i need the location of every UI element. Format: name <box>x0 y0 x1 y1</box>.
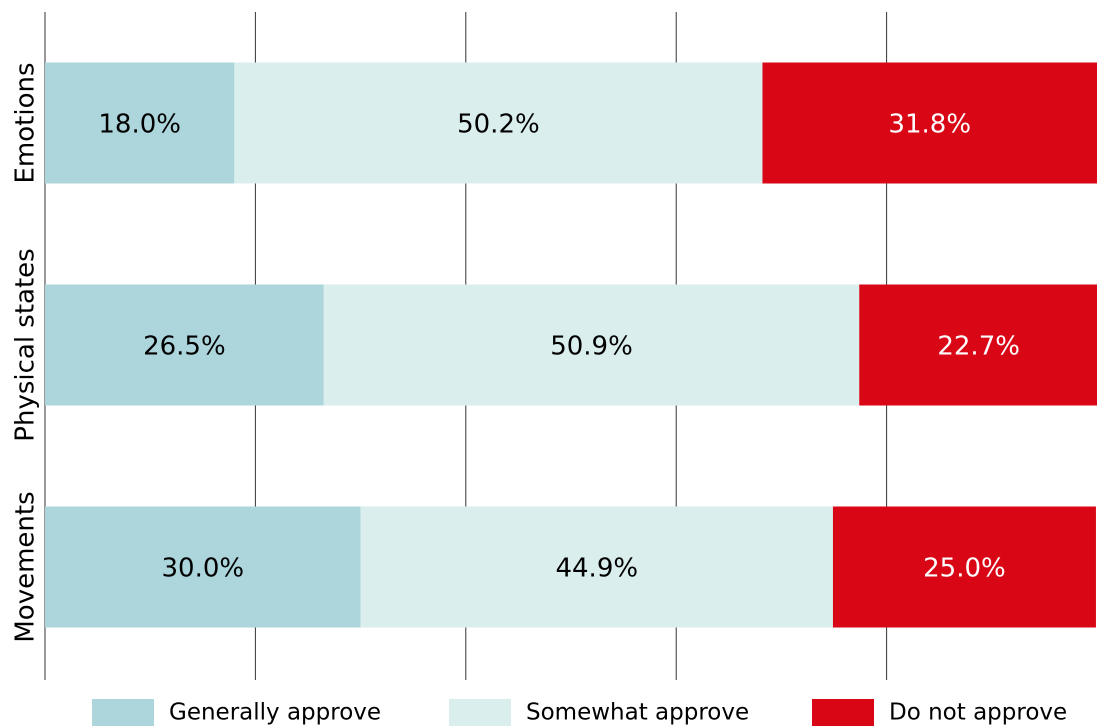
data-label: 50.9% <box>550 332 633 362</box>
data-label: 31.8% <box>888 110 971 140</box>
bar-segment <box>45 506 361 628</box>
y-tick-label: Physical states <box>11 248 41 441</box>
bar-segment <box>832 506 1096 628</box>
legend-label: Generally approve <box>169 700 381 726</box>
data-label: 30.0% <box>161 554 244 584</box>
y-tick-label: Emotions <box>11 62 41 183</box>
legend-swatch <box>92 699 154 726</box>
data-label: 50.2% <box>457 110 540 140</box>
data-label: 22.7% <box>937 332 1020 362</box>
legend-label: Do not approve <box>889 700 1067 726</box>
bar-segment <box>859 284 1097 406</box>
bar-segment <box>45 284 324 406</box>
data-label: 25.0% <box>923 554 1006 584</box>
data-label: 18.0% <box>98 110 181 140</box>
bar-segment <box>360 506 833 628</box>
bar-segment <box>45 62 235 184</box>
y-tick-label: Movements <box>11 491 41 642</box>
legend-swatch <box>449 699 511 726</box>
bar-segment <box>234 62 763 184</box>
legend-swatch <box>812 699 874 726</box>
bar-segment <box>762 62 1097 184</box>
data-label: 44.9% <box>555 554 638 584</box>
bar-segment <box>323 284 860 406</box>
data-label: 26.5% <box>143 332 226 362</box>
legend-label: Somewhat approve <box>526 700 749 726</box>
